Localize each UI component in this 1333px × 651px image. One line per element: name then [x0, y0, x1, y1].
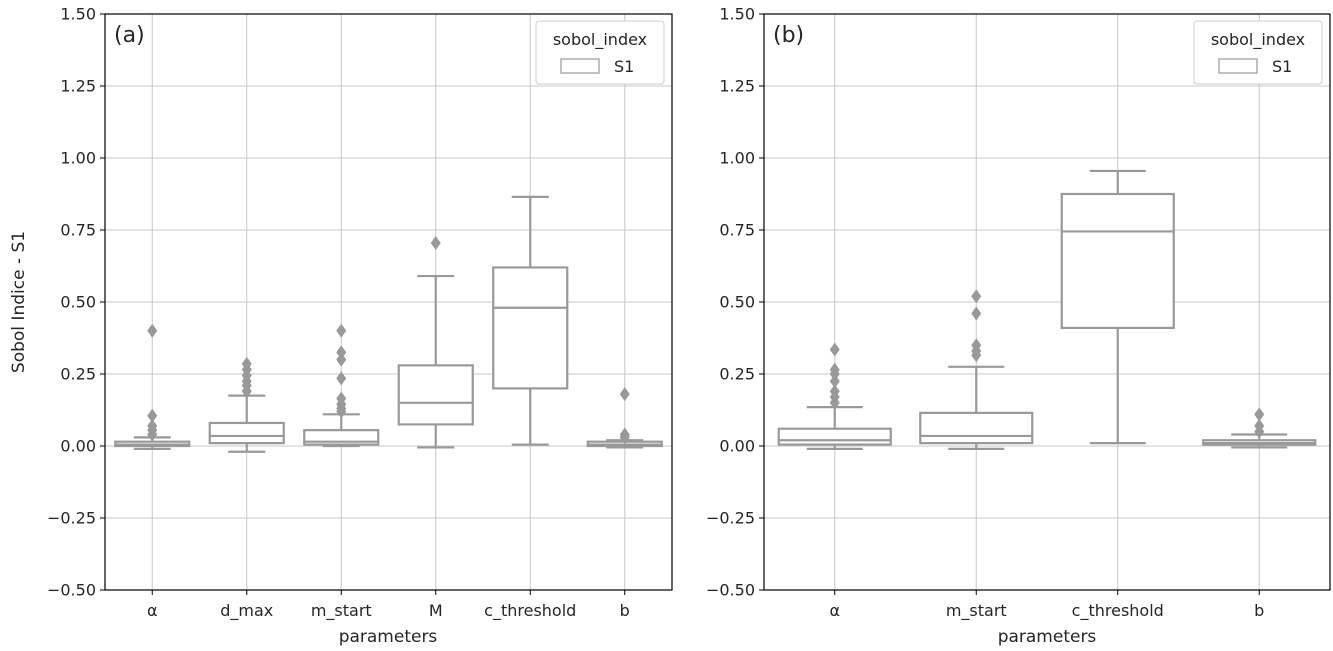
outlier-point — [336, 404, 347, 419]
outlier-point — [829, 342, 840, 357]
x-tick-label: c_threshold — [1072, 601, 1164, 621]
panel-a: 1.50 1.25 1.00 0.75 0.50 0.25 0.00 −0.25 −0.50 α… — [9, 5, 673, 647]
outlier-point — [430, 235, 441, 250]
outlier-point — [336, 345, 347, 360]
y-tick-label: 0.00 — [60, 437, 96, 456]
outlier-point — [1254, 424, 1265, 439]
y-tick-label: −0.25 — [47, 509, 96, 528]
y-ticks: 1.50 1.25 1.00 0.75 0.50 0.25 0.00 −0.25 −0.50 — [47, 5, 105, 600]
box-plots — [114, 195, 663, 453]
box-5 — [492, 195, 569, 446]
legend: sobol_index S1 — [1193, 20, 1323, 85]
outlier-point — [147, 427, 158, 442]
y-tick-label: 0.75 — [719, 221, 755, 240]
legend-entry: S1 — [614, 57, 634, 76]
outlier-point — [619, 430, 630, 445]
box-6 — [586, 387, 663, 449]
grid-lines — [764, 13, 1330, 591]
outlier-point — [971, 289, 982, 304]
outlier-point — [336, 323, 347, 338]
y-tick-label: 1.50 — [60, 5, 96, 24]
x-tick-label: m_start — [311, 601, 372, 621]
outlier-point — [971, 306, 982, 321]
y-tick-label: 0.25 — [719, 365, 755, 384]
legend-title: sobol_index — [553, 30, 647, 50]
panel-label: (a) — [114, 23, 145, 48]
x-tick-label: m_start — [946, 601, 1007, 621]
x-tick-label: d_max — [220, 601, 273, 621]
x-tick-label: b — [620, 601, 630, 620]
y-tick-label: 0.50 — [719, 293, 755, 312]
box-plots — [777, 169, 1317, 450]
outlier-point — [829, 374, 840, 389]
x-tick-label: α — [147, 601, 158, 620]
y-axis-label: Sobol Indice - S1 — [9, 231, 29, 373]
legend-swatch — [1218, 58, 1258, 74]
iqr-box — [397, 364, 474, 426]
y-tick-label: 1.25 — [60, 77, 96, 96]
y-tick-label: −0.50 — [706, 581, 755, 600]
box-2 — [919, 289, 1034, 450]
iqr-box — [208, 421, 285, 445]
iqr-box — [492, 266, 569, 390]
y-tick-label: 0.00 — [719, 437, 755, 456]
x-tick-label: α — [829, 601, 840, 620]
panel-label: (b) — [773, 23, 804, 48]
x-tick-label: b — [1254, 601, 1264, 620]
y-tick-label: 1.25 — [719, 77, 755, 96]
outlier-point — [147, 323, 158, 338]
iqr-box — [919, 411, 1034, 445]
outlier-point — [241, 384, 252, 399]
box-4 — [1202, 407, 1317, 449]
legend-title: sobol_index — [1211, 30, 1305, 50]
y-ticks: 1.50 1.25 1.00 0.75 0.50 0.25 0.00 −0.25 −0.50 — [706, 5, 764, 600]
y-tick-label: −0.25 — [706, 509, 755, 528]
box-2 — [208, 356, 285, 453]
y-tick-label: 1.50 — [719, 5, 755, 24]
outlier-point — [829, 367, 840, 381]
iqr-box — [777, 427, 892, 446]
box-3 — [303, 323, 380, 448]
y-tick-label: 0.75 — [60, 221, 96, 240]
outlier-point — [147, 408, 158, 423]
y-tick-label: 1.00 — [719, 149, 755, 168]
legend: sobol_index S1 — [535, 20, 665, 85]
box-4 — [397, 235, 474, 449]
x-axis-label: parameters — [998, 627, 1097, 647]
y-tick-label: −0.50 — [47, 581, 96, 600]
outlier-point — [1254, 407, 1265, 422]
outlier-point — [336, 352, 347, 367]
legend-entry: S1 — [1272, 57, 1292, 76]
y-tick-label: 0.50 — [60, 293, 96, 312]
box-3 — [1060, 169, 1175, 445]
grid-lines — [105, 13, 672, 591]
x-tick-label: M — [429, 601, 443, 620]
x-ticks: α m_start c_threshold b — [829, 590, 1264, 621]
outlier-point — [336, 371, 347, 386]
panel-b: 1.50 1.25 1.00 0.75 0.50 0.25 0.00 −0.25 −0.50 α… — [706, 5, 1331, 647]
outlier-point — [619, 387, 630, 402]
y-tick-label: 0.25 — [60, 365, 96, 384]
outlier-point — [971, 348, 982, 363]
legend-swatch — [560, 58, 600, 74]
x-tick-label: c_threshold — [484, 601, 576, 621]
y-tick-label: 1.00 — [60, 149, 96, 168]
iqr-box — [1060, 192, 1175, 330]
box-1 — [777, 342, 892, 450]
outlier-point — [829, 395, 840, 410]
box-1 — [114, 323, 191, 450]
x-axis-label: parameters — [339, 627, 438, 647]
